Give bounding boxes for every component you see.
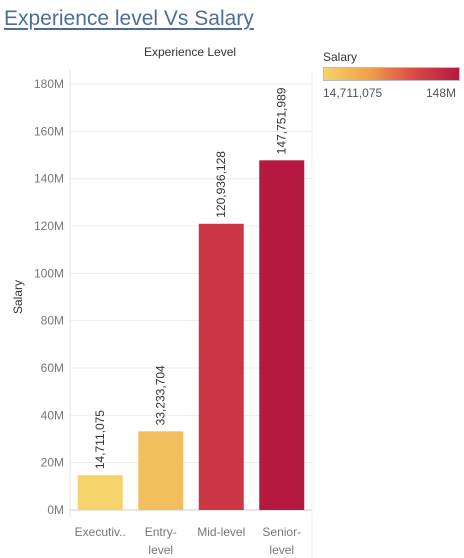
legend-title: Salary [323,50,358,64]
y-tick-label: 20M [41,456,64,470]
x-tick-label: level [269,543,294,557]
y-tick-label: 100M [34,266,64,280]
column-header: Experience Level [144,45,237,59]
legend-max-label: 148M [426,86,457,100]
bar [259,160,305,510]
x-tick-label: level [148,543,173,557]
bar [138,431,184,510]
y-tick-label: 180M [34,77,64,91]
data-label: 33,233,704 [154,365,168,425]
y-tick-label: 60M [41,361,64,375]
y-tick-label: 140M [34,172,64,186]
data-label: 120,936,128 [214,151,228,218]
bar [198,223,244,511]
y-tick-label: 120M [34,219,64,233]
chart-title: Experience level Vs Salary [4,7,254,30]
y-tick-label: 160M [34,124,64,138]
y-tick-label: 0M [47,503,64,517]
y-tick-label: 40M [41,408,64,422]
x-tick-label: Senior- [262,525,301,539]
x-tick-label: Entry- [145,525,177,539]
legend-min-label: 14,711,075 [323,86,383,100]
y-tick-label: 80M [41,314,64,328]
x-tick-label: Mid-level [197,525,245,539]
data-label: 14,711,075 [93,410,107,469]
data-label: 147,751,989 [275,87,289,154]
bar [77,475,123,510]
color-legend-gradient [323,67,460,81]
y-axis-title: Salary [11,280,25,314]
x-tick-label: Executiv.. [75,525,126,539]
